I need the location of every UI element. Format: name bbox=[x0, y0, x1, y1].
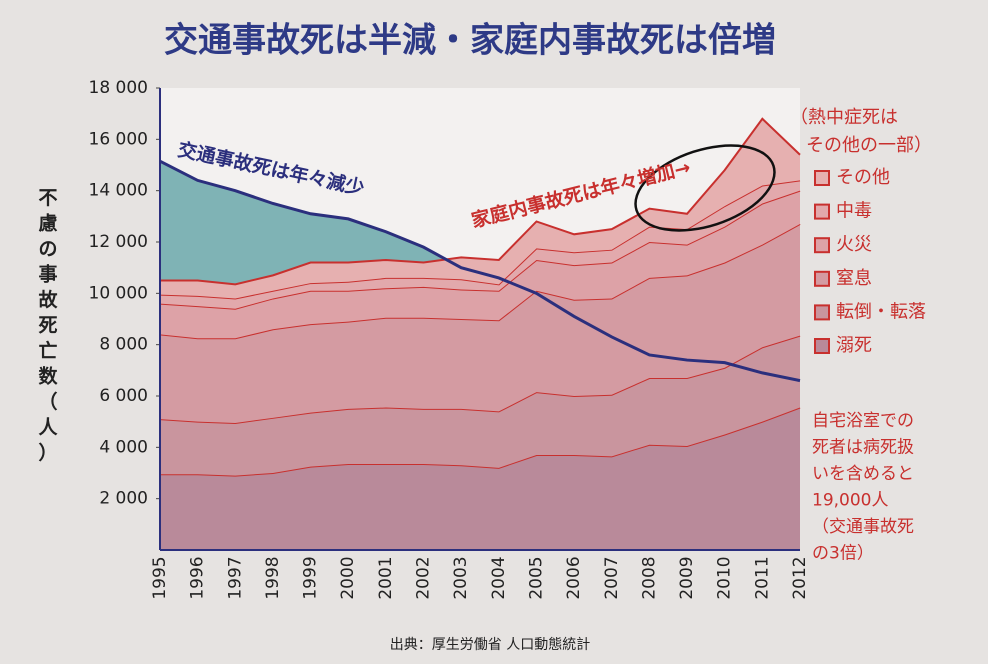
x-tick-label: 1999 bbox=[301, 556, 321, 599]
y-axis-label-char: 不 bbox=[38, 187, 57, 209]
annotation: 自宅浴室での bbox=[812, 411, 914, 431]
y-axis-label-char: （ bbox=[38, 390, 57, 413]
legend-label: 火災 bbox=[836, 234, 872, 255]
y-axis-label-char: ） bbox=[38, 441, 57, 464]
x-tick-label: 2001 bbox=[376, 556, 396, 599]
stack-area bbox=[160, 224, 800, 423]
y-axis-label-char: 人 bbox=[38, 416, 58, 438]
x-tick-label: 1995 bbox=[150, 556, 170, 599]
annotation: その他の一部） bbox=[806, 135, 932, 156]
y-tick-label: 4 000 bbox=[99, 437, 148, 457]
annotation: （交通事故死 bbox=[812, 517, 914, 537]
legend-swatch bbox=[814, 304, 830, 321]
stack-area bbox=[160, 335, 800, 476]
legend-swatch bbox=[814, 338, 830, 354]
y-tick-label: 8 000 bbox=[99, 335, 148, 355]
x-tick-label: 2011 bbox=[752, 556, 772, 599]
annotation: 19,000人 bbox=[812, 491, 888, 511]
y-axis-label-char: 慮 bbox=[38, 212, 57, 234]
x-tick-label: 2003 bbox=[451, 556, 471, 599]
y-axis-label-char: 数 bbox=[38, 364, 58, 387]
stack-edge bbox=[160, 117, 801, 286]
source: 出典：厚生労働省 人口動態統計 bbox=[390, 637, 590, 653]
legend-label: 転倒・転落 bbox=[836, 301, 926, 322]
y-axis-label-char: の bbox=[38, 238, 57, 260]
legend-swatch bbox=[814, 270, 830, 287]
legend-label: その他 bbox=[836, 167, 890, 188]
highlight-ellipse bbox=[634, 144, 776, 232]
y-axis-label-char: 故 bbox=[38, 288, 58, 311]
x-tick-label: 2000 bbox=[338, 556, 358, 599]
x-tick-label: 2009 bbox=[677, 556, 697, 599]
x-tick-label: 2008 bbox=[639, 556, 659, 599]
annotation: の3倍） bbox=[812, 544, 874, 564]
y-tick-label: 18 000 bbox=[89, 78, 148, 98]
annotation: いを含めると bbox=[812, 464, 914, 484]
x-tick-label: 1998 bbox=[263, 556, 283, 599]
chart-title: 交通事故死は半減・家庭内事故死は倍増 bbox=[164, 21, 776, 61]
y-axis-label-char: 死 bbox=[38, 314, 57, 336]
annotation: 死者は病死扱 bbox=[812, 438, 914, 458]
y-tick-label: 16 000 bbox=[89, 129, 148, 149]
y-tick-label: 14 000 bbox=[89, 181, 148, 201]
x-tick-label: 2004 bbox=[489, 556, 509, 599]
stack-area bbox=[160, 118, 800, 299]
stack-area bbox=[160, 190, 800, 339]
stack-area bbox=[160, 407, 800, 550]
y-tick-label: 6 000 bbox=[99, 386, 148, 406]
legend-label: 溺死 bbox=[836, 335, 872, 356]
y-tick-label: 12 000 bbox=[89, 232, 148, 252]
y-axis-label-char: 亡 bbox=[38, 339, 57, 362]
legend-swatch bbox=[814, 237, 830, 254]
legend-label: 窒息 bbox=[836, 268, 872, 289]
x-tick-label: 2010 bbox=[715, 556, 735, 599]
annotation: （熱中症死は bbox=[790, 107, 898, 128]
y-tick-label: 2 000 bbox=[99, 489, 148, 509]
traffic-line bbox=[159, 159, 801, 383]
stack-area bbox=[160, 180, 800, 309]
x-tick-label: 2006 bbox=[564, 556, 584, 599]
legend-label: 中毒 bbox=[836, 201, 872, 222]
legend-swatch bbox=[814, 170, 830, 186]
x-tick-label: 2012 bbox=[790, 556, 810, 599]
y-tick-label: 10 000 bbox=[89, 283, 148, 303]
x-tick-label: 2007 bbox=[602, 556, 622, 599]
y-axis-label-char: 事 bbox=[38, 262, 57, 285]
legend-swatch bbox=[814, 203, 830, 220]
x-tick-label: 1996 bbox=[188, 556, 208, 599]
x-tick-label: 2002 bbox=[414, 556, 434, 599]
x-tick-label: 1997 bbox=[225, 556, 245, 599]
x-tick-label: 2005 bbox=[526, 556, 546, 599]
y-axis-label: 不慮の事故死亡数 （ 人 ） bbox=[38, 187, 58, 464]
